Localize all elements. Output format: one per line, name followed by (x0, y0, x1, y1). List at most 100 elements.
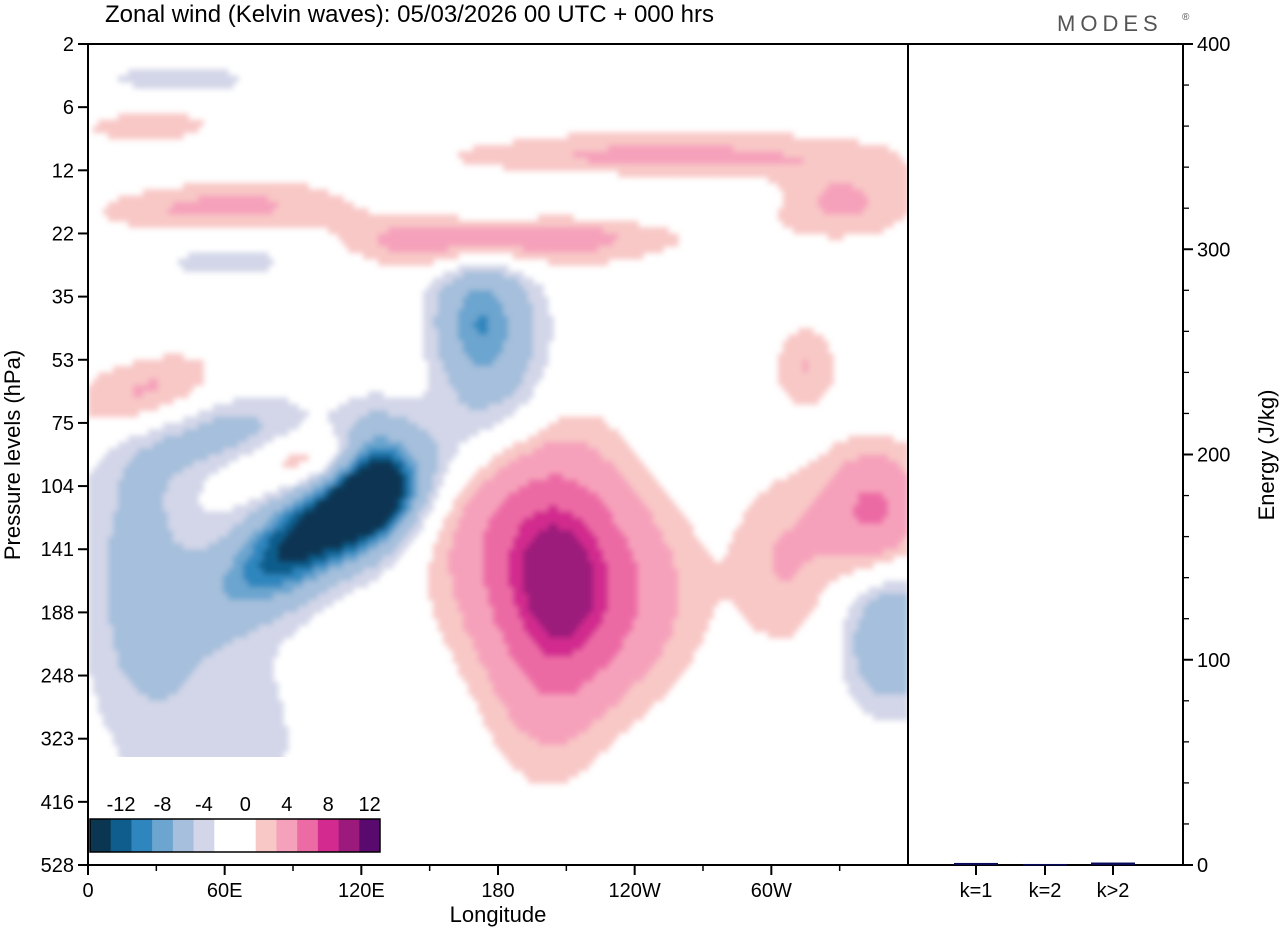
field-cell (278, 189, 284, 197)
field-cell (863, 536, 869, 544)
field-cell (488, 530, 494, 538)
field-cell (373, 511, 379, 519)
field-cell (473, 271, 479, 279)
field-cell (588, 157, 594, 165)
field-cell (473, 403, 479, 411)
field-cell (703, 132, 709, 140)
field-cell (638, 170, 644, 178)
field-cell (173, 372, 179, 380)
field-cell (498, 391, 504, 399)
field-cell (578, 435, 584, 443)
field-cell (808, 220, 814, 228)
field-cell (433, 353, 439, 361)
field-cell (308, 195, 314, 203)
field-cell (353, 530, 359, 538)
field-cell (763, 170, 769, 178)
field-cell (608, 441, 614, 449)
field-cell (118, 454, 124, 462)
field-cell (903, 182, 908, 190)
field-cell (508, 530, 514, 538)
field-cell (903, 536, 908, 544)
field-cell (218, 220, 224, 228)
field-cell (483, 422, 489, 430)
field-cell (403, 422, 409, 430)
field-cell (783, 214, 789, 222)
field-cell (233, 403, 239, 411)
field-cell (523, 290, 529, 298)
field-cell (133, 81, 139, 89)
field-cell (603, 252, 609, 260)
field-cell (123, 201, 129, 209)
field-cell (743, 517, 749, 525)
field-cell (458, 233, 464, 241)
field-cell (88, 473, 94, 481)
field-cell (458, 347, 464, 355)
field-cell (873, 170, 879, 178)
field-cell (273, 505, 279, 512)
field-cell (133, 366, 139, 373)
field-cell (183, 517, 189, 525)
field-cell (808, 511, 814, 519)
field-cell (513, 227, 519, 235)
field-cell (373, 214, 379, 222)
field-cell (148, 359, 154, 367)
field-cell (258, 397, 264, 405)
field-cell (338, 542, 344, 550)
field-cell (373, 422, 379, 430)
field-cell (278, 536, 284, 544)
field-cell (153, 126, 159, 134)
field-cell (798, 334, 804, 342)
field-cell (623, 454, 629, 462)
field-cell (878, 486, 884, 493)
field-cell (588, 479, 594, 487)
field-cell (218, 75, 224, 83)
field-cell (148, 473, 154, 481)
field-cell (638, 151, 644, 159)
field-cell (193, 486, 199, 493)
field-cell (288, 542, 294, 550)
field-cell (193, 366, 199, 373)
field-cell (673, 505, 679, 512)
field-cell (328, 208, 334, 216)
field-cell (103, 378, 109, 386)
field-cell (788, 182, 794, 190)
field-cell (148, 505, 154, 512)
field-cell (563, 498, 569, 506)
field-cell (403, 258, 409, 266)
field-cell (253, 220, 259, 228)
field-cell (698, 542, 704, 550)
field-cell (848, 176, 854, 184)
field-cell (538, 517, 544, 525)
field-cell (793, 227, 799, 235)
field-cell (803, 372, 809, 380)
field-cell (853, 201, 859, 209)
field-cell (443, 271, 449, 279)
field-cell (93, 397, 99, 405)
field-cell (638, 460, 644, 468)
field-cell (93, 498, 99, 506)
field-cell (828, 479, 834, 487)
field-cell (828, 498, 834, 506)
field-cell (883, 151, 889, 159)
field-cell (593, 511, 599, 519)
field-cell (453, 441, 459, 449)
field-cell (538, 220, 544, 228)
field-cell (183, 378, 189, 386)
field-cell (123, 492, 129, 500)
field-cell (618, 145, 624, 152)
field-cell (163, 542, 169, 550)
field-cell (218, 454, 224, 462)
field-cell (683, 542, 689, 550)
field-cell (263, 435, 269, 443)
field-cell (788, 132, 794, 140)
field-cell (623, 460, 629, 468)
field-cell (593, 227, 599, 235)
field-cell (538, 467, 544, 475)
field-cell (878, 182, 884, 190)
field-cell (128, 75, 134, 83)
field-cell (308, 479, 314, 487)
field-cell (383, 505, 389, 512)
field-cell (573, 492, 579, 500)
field-cell (558, 479, 564, 487)
field-cell (193, 523, 199, 531)
